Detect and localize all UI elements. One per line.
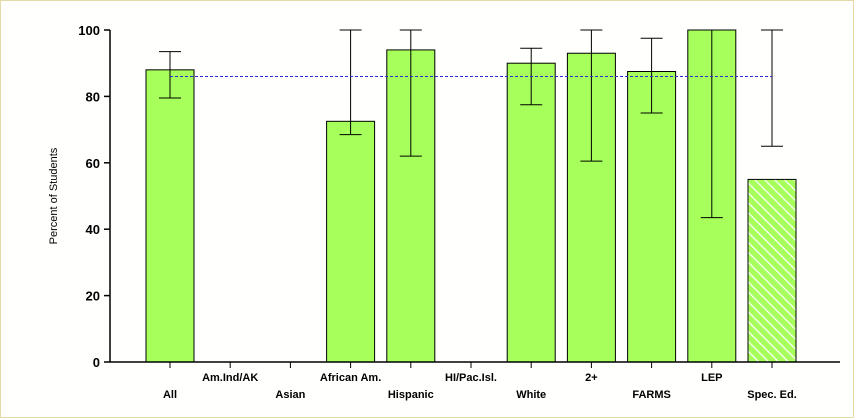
x-tick-label-7: 2+ [585, 372, 598, 384]
y-axis: 0 20 40 60 80 100 [78, 23, 111, 370]
bar-3 [326, 120, 376, 363]
bar-0 [145, 69, 195, 363]
error-bars-group [159, 29, 783, 219]
y-axis-title: Percent of Students [48, 147, 60, 244]
x-tick-label-2: Asian [275, 389, 305, 401]
x-tick-label-8: FARMS [632, 389, 671, 401]
y-tick-label-40: 40 [86, 222, 100, 237]
bar-10 [747, 178, 797, 363]
y-tick-label-0: 0 [93, 355, 100, 370]
x-tick-label-3: African Am. [320, 372, 381, 384]
y-tick-label-20: 20 [86, 289, 100, 304]
x-tick-label-1: Am.Ind/AK [202, 372, 258, 384]
bar-8 [627, 71, 677, 363]
x-tick-label-6: White [516, 389, 546, 401]
y-tick-label-60: 60 [86, 156, 100, 171]
x-axis: All Am.Ind/AK Asian African Am. Hispanic HI/P… [110, 361, 840, 401]
x-tick-label-0: All [163, 389, 177, 401]
x-tick-label-10: Spec. Ed. [747, 389, 797, 401]
x-tick-label-4: Hispanic [388, 389, 434, 401]
bars-group [145, 29, 797, 363]
x-tick-label-9: LEP [701, 372, 722, 384]
x-tick-label-5: HI/Pac.Isl. [445, 372, 497, 384]
bar-6 [506, 62, 556, 363]
y-tick-label-80: 80 [86, 89, 100, 104]
y-tick-label-100: 100 [78, 23, 100, 38]
